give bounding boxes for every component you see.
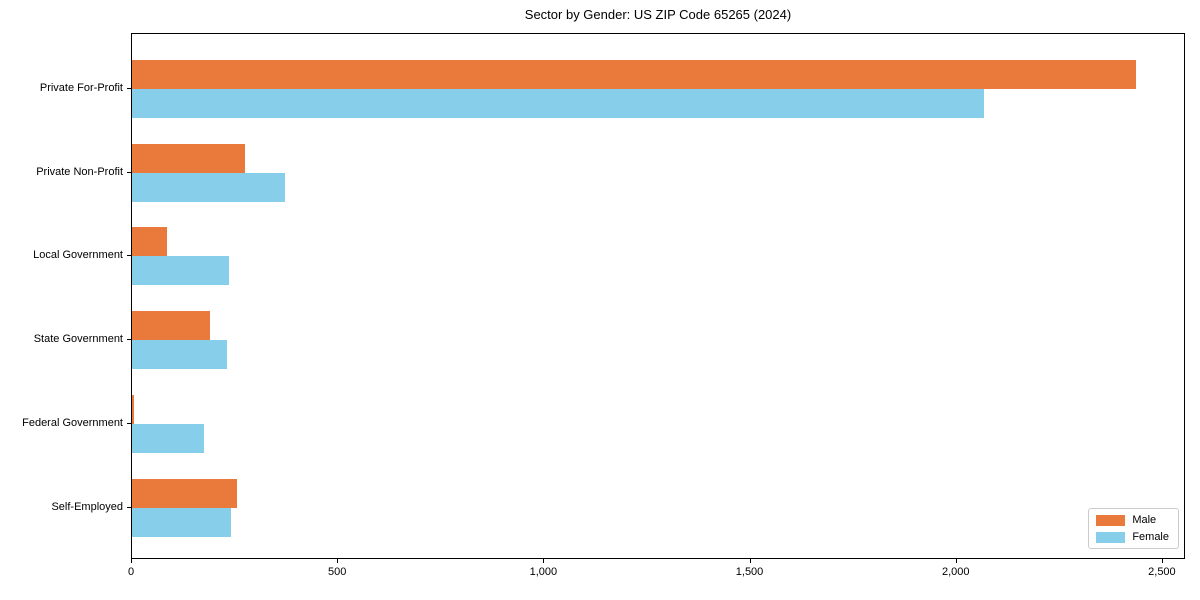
x-axis-tick-label: 2,000 (941, 566, 970, 578)
y-tick-mark (127, 339, 131, 341)
bar-female-state-government (132, 340, 227, 370)
chart-title: Sector by Gender: US ZIP Code 65265 (202… (524, 7, 792, 22)
bar-female-local-government (132, 256, 229, 286)
bar-female-self-employed (132, 507, 231, 537)
bar-female-private-non-profit (132, 172, 285, 202)
legend-swatch-male-icon (1096, 514, 1126, 526)
bar-female-private-for-profit (132, 88, 984, 118)
legend-label-female: Female (1132, 531, 1169, 543)
bar-female-federal-government (132, 423, 205, 453)
y-tick-mark (127, 87, 131, 89)
x-axis-tick-label: 0 (127, 566, 135, 578)
y-axis-label-state-government: State Government (33, 333, 123, 346)
x-tick-mark (131, 559, 132, 563)
bar-male-federal-government (132, 394, 134, 424)
legend-item-female: Female (1096, 531, 1169, 543)
y-tick-mark (127, 422, 131, 424)
bar-male-local-government (132, 227, 168, 257)
y-axis-label-local-government: Local Government (33, 249, 123, 262)
x-axis-tick-label: 1,000 (529, 566, 558, 578)
y-axis-label-private-for-profit: Private For-Profit (39, 81, 123, 94)
legend-item-male: Male (1096, 514, 1169, 526)
y-tick-mark (127, 171, 131, 173)
bar-male-self-employed (132, 478, 238, 508)
legend-swatch-female-icon (1096, 531, 1126, 543)
legend: Male Female (1088, 508, 1179, 549)
y-tick-mark (127, 506, 131, 508)
x-axis-tick-label: 2,500 (1148, 566, 1176, 578)
x-tick-mark (1161, 559, 1163, 563)
x-tick-mark (337, 559, 339, 563)
bar-male-private-for-profit (132, 59, 1137, 89)
x-tick-mark (749, 559, 751, 563)
x-axis-tick-label: 1,500 (735, 566, 764, 578)
bar-male-state-government (132, 311, 211, 341)
plot-area: Male Female (131, 33, 1185, 559)
y-axis-label-private-non-profit: Private Non-Profit (36, 165, 123, 178)
x-tick-mark (543, 559, 545, 563)
y-axis-label-self-employed: Self-Employed (51, 500, 123, 513)
bar-male-private-non-profit (132, 143, 246, 173)
y-axis-label-federal-government: Federal Government (22, 416, 123, 429)
y-tick-mark (127, 255, 131, 257)
legend-label-male: Male (1132, 514, 1157, 526)
x-tick-mark (955, 559, 957, 563)
x-axis-tick-label: 500 (327, 566, 347, 578)
